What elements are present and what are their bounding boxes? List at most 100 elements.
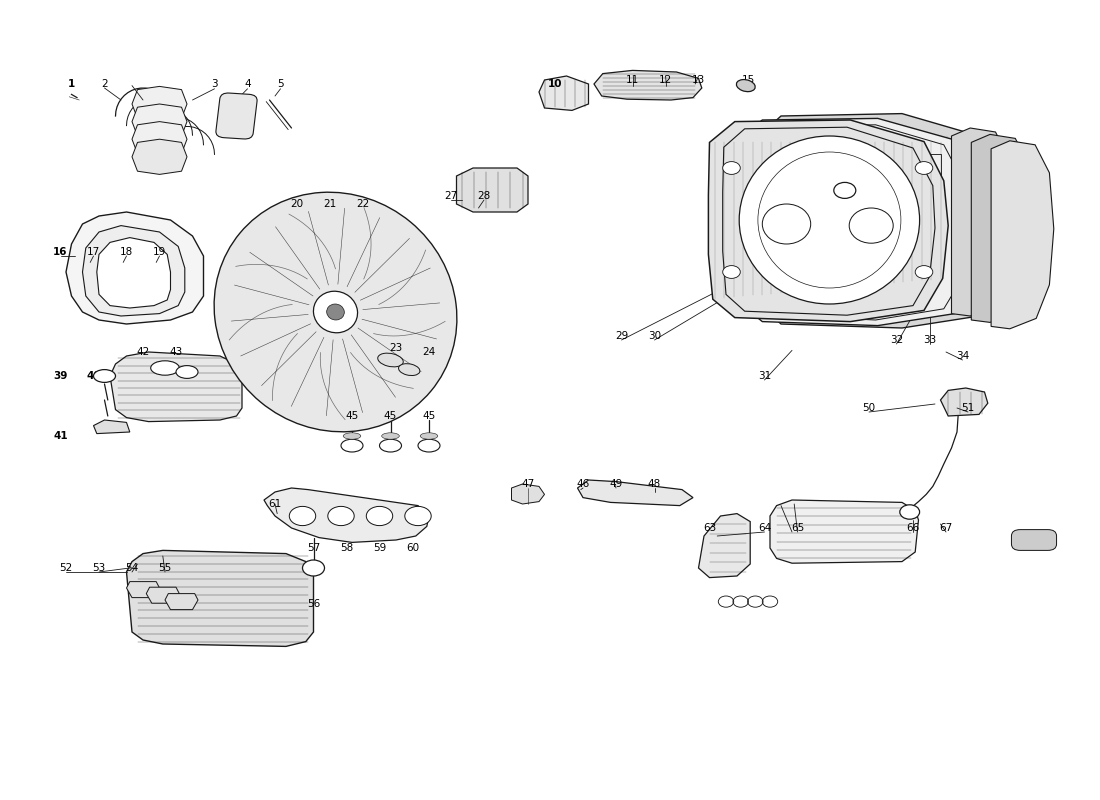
- Ellipse shape: [341, 439, 363, 452]
- Text: 17: 17: [87, 247, 100, 257]
- Ellipse shape: [382, 433, 399, 439]
- Text: 51: 51: [961, 403, 975, 413]
- Polygon shape: [991, 141, 1054, 329]
- Polygon shape: [110, 352, 242, 422]
- Ellipse shape: [366, 506, 393, 526]
- Polygon shape: [971, 134, 1034, 322]
- Ellipse shape: [736, 79, 756, 92]
- Text: 19: 19: [153, 247, 166, 257]
- Text: 54: 54: [125, 563, 139, 573]
- Text: 21: 21: [323, 199, 337, 209]
- Text: 23: 23: [389, 343, 403, 353]
- Text: 32: 32: [890, 335, 903, 345]
- Ellipse shape: [214, 192, 456, 432]
- Polygon shape: [66, 212, 204, 324]
- Ellipse shape: [377, 353, 404, 367]
- Text: 52: 52: [59, 563, 73, 573]
- Text: 28: 28: [477, 191, 491, 201]
- Text: 1: 1: [68, 79, 75, 89]
- Polygon shape: [132, 86, 187, 122]
- Text: 36: 36: [840, 163, 854, 173]
- Text: 33: 33: [923, 335, 936, 345]
- Polygon shape: [578, 480, 693, 506]
- Text: 3: 3: [211, 79, 218, 89]
- Text: 57: 57: [307, 543, 320, 553]
- Ellipse shape: [94, 370, 115, 382]
- Text: 56: 56: [307, 599, 320, 609]
- FancyBboxPatch shape: [1012, 530, 1056, 550]
- Text: 12: 12: [659, 75, 672, 85]
- Text: 49: 49: [609, 479, 623, 489]
- Text: 64: 64: [758, 523, 771, 533]
- Text: 45: 45: [345, 411, 359, 421]
- Ellipse shape: [343, 433, 361, 439]
- Text: 31: 31: [758, 371, 771, 381]
- Text: 55: 55: [158, 563, 172, 573]
- Polygon shape: [82, 226, 185, 316]
- Polygon shape: [264, 488, 429, 542]
- Ellipse shape: [302, 560, 324, 576]
- Ellipse shape: [915, 266, 933, 278]
- Text: 47: 47: [521, 479, 535, 489]
- Text: 4: 4: [244, 79, 251, 89]
- Text: 24: 24: [422, 347, 436, 357]
- Ellipse shape: [398, 364, 420, 375]
- Text: 60: 60: [406, 543, 419, 553]
- Text: 67: 67: [939, 523, 953, 533]
- Polygon shape: [94, 420, 130, 434]
- Polygon shape: [735, 118, 981, 326]
- Text: 18: 18: [120, 247, 133, 257]
- Text: 34: 34: [956, 351, 969, 361]
- Polygon shape: [708, 120, 948, 322]
- Polygon shape: [165, 594, 198, 610]
- Ellipse shape: [739, 136, 920, 304]
- Text: 30: 30: [648, 331, 661, 341]
- FancyBboxPatch shape: [216, 93, 257, 139]
- Polygon shape: [594, 70, 702, 100]
- Text: 39: 39: [53, 371, 68, 381]
- Text: 5: 5: [277, 79, 284, 89]
- Ellipse shape: [327, 304, 344, 320]
- Text: 63: 63: [703, 523, 716, 533]
- Text: 37: 37: [873, 163, 887, 173]
- Ellipse shape: [176, 366, 198, 378]
- Text: 11: 11: [626, 75, 639, 85]
- Polygon shape: [512, 484, 544, 504]
- Ellipse shape: [723, 266, 740, 278]
- Ellipse shape: [418, 439, 440, 452]
- Text: 35: 35: [807, 163, 821, 173]
- Polygon shape: [754, 114, 1007, 328]
- Text: 46: 46: [576, 479, 590, 489]
- Text: 48: 48: [648, 479, 661, 489]
- Text: 2: 2: [101, 79, 108, 89]
- Polygon shape: [456, 168, 528, 212]
- Text: 53: 53: [92, 563, 106, 573]
- Ellipse shape: [834, 182, 856, 198]
- Ellipse shape: [723, 162, 740, 174]
- Text: 59: 59: [373, 543, 386, 553]
- Ellipse shape: [151, 361, 179, 375]
- Ellipse shape: [314, 291, 358, 333]
- Text: 41: 41: [53, 431, 68, 441]
- Ellipse shape: [328, 506, 354, 526]
- Text: 58: 58: [340, 543, 353, 553]
- Ellipse shape: [915, 162, 933, 174]
- Polygon shape: [539, 76, 588, 110]
- Ellipse shape: [289, 506, 316, 526]
- Polygon shape: [132, 139, 187, 174]
- Polygon shape: [126, 582, 160, 598]
- Polygon shape: [97, 238, 170, 308]
- Ellipse shape: [762, 204, 811, 244]
- Text: 20: 20: [290, 199, 304, 209]
- Text: 61: 61: [268, 499, 282, 509]
- Ellipse shape: [405, 506, 431, 526]
- Text: 66: 66: [906, 523, 920, 533]
- Polygon shape: [698, 514, 750, 578]
- Polygon shape: [770, 500, 918, 563]
- Text: 16: 16: [53, 247, 68, 257]
- Text: 43: 43: [169, 347, 183, 357]
- Text: 65: 65: [791, 523, 804, 533]
- Polygon shape: [952, 128, 1014, 316]
- Polygon shape: [126, 550, 314, 646]
- Text: 50: 50: [862, 403, 876, 413]
